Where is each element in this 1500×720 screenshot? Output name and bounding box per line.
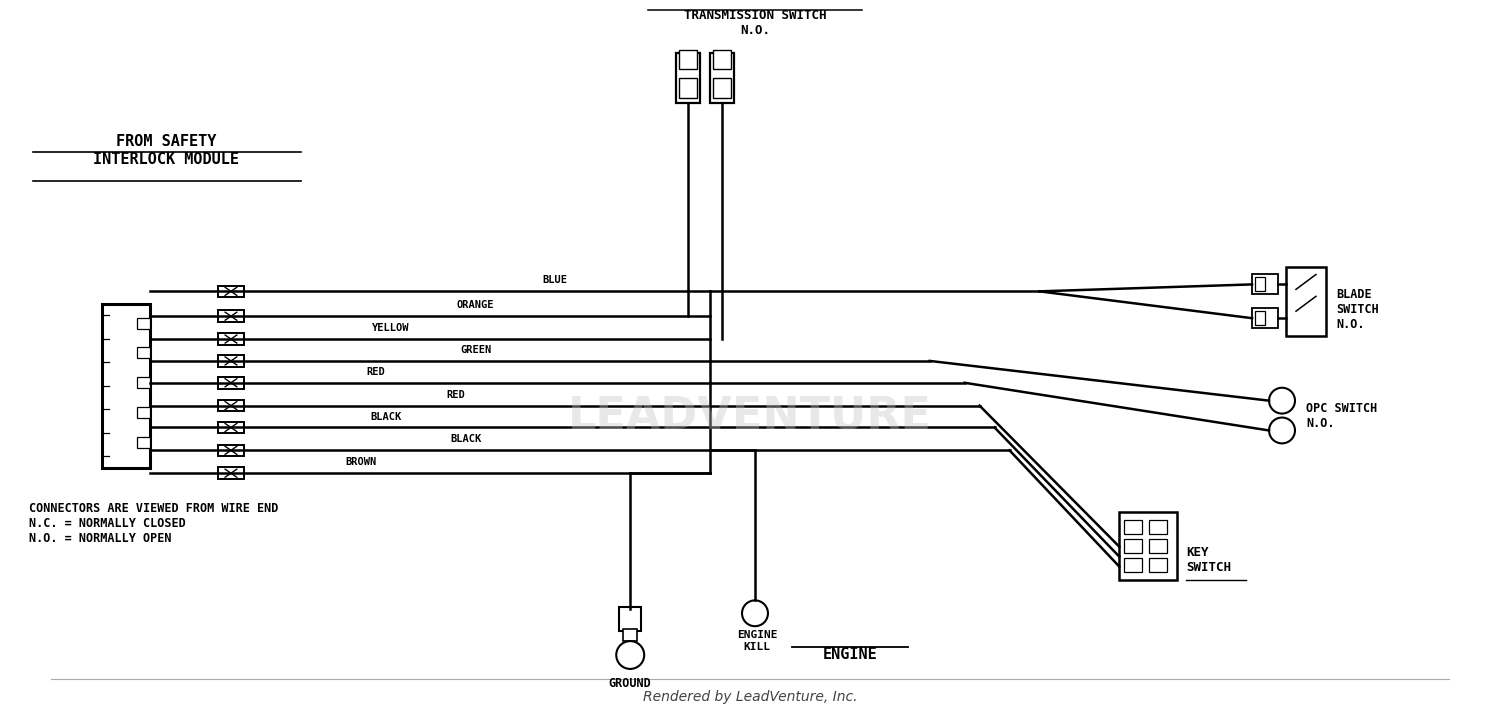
Bar (136, 377, 150, 388)
Bar (1252, 274, 1278, 294)
Text: KEY
SWITCH: KEY SWITCH (1186, 546, 1231, 574)
Text: LEADVENTURE: LEADVENTURE (568, 394, 932, 437)
Bar (136, 437, 150, 448)
Text: ORANGE: ORANGE (458, 300, 495, 310)
Bar (1125, 558, 1143, 572)
Text: GREEN: GREEN (460, 345, 490, 355)
Bar (1149, 539, 1167, 553)
Bar (1125, 520, 1143, 534)
Bar (219, 310, 243, 322)
Bar (136, 348, 150, 359)
Bar (620, 608, 640, 631)
Bar (1256, 277, 1264, 292)
Bar (1119, 512, 1178, 580)
Bar (676, 53, 700, 102)
Bar (680, 78, 698, 98)
Circle shape (616, 641, 644, 669)
Bar (219, 467, 243, 479)
Bar (219, 286, 243, 297)
Text: BLACK: BLACK (450, 434, 482, 444)
Bar (219, 444, 243, 456)
Bar (1149, 520, 1167, 534)
Text: CONNECTORS ARE VIEWED FROM WIRE END
N.C. = NORMALLY CLOSED
N.O. = NORMALLY OPEN: CONNECTORS ARE VIEWED FROM WIRE END N.C.… (30, 502, 279, 545)
Bar (219, 400, 243, 411)
Text: BROWN: BROWN (345, 457, 376, 467)
Bar (1125, 539, 1143, 553)
Bar (1256, 311, 1264, 325)
Text: OPC SWITCH
N.O.: OPC SWITCH N.O. (1306, 402, 1377, 430)
Circle shape (1269, 418, 1294, 444)
Bar (1286, 266, 1326, 336)
Bar (1149, 558, 1167, 572)
Bar (712, 78, 730, 98)
Text: ENGINE
KILL: ENGINE KILL (736, 630, 777, 652)
Bar (680, 50, 698, 69)
Bar (1252, 308, 1278, 328)
Bar (622, 629, 638, 641)
Bar (102, 304, 150, 468)
Bar (710, 53, 734, 102)
Text: GROUND: GROUND (609, 677, 651, 690)
Bar (219, 422, 243, 433)
Text: ENGINE: ENGINE (822, 647, 878, 662)
Text: TRANSMISSION SWITCH
N.O.: TRANSMISSION SWITCH N.O. (684, 9, 826, 37)
Text: BLUE: BLUE (543, 275, 568, 285)
Bar (219, 377, 243, 389)
Text: BLACK: BLACK (370, 412, 402, 421)
Text: RED: RED (446, 390, 465, 400)
Bar (219, 355, 243, 366)
Bar (136, 318, 150, 328)
Bar (712, 50, 730, 69)
Bar (219, 333, 243, 345)
Circle shape (742, 600, 768, 626)
Text: Rendered by LeadVenture, Inc.: Rendered by LeadVenture, Inc. (642, 690, 858, 703)
Text: RED: RED (366, 366, 386, 377)
Text: BLADE
SWITCH
N.O.: BLADE SWITCH N.O. (1336, 288, 1378, 330)
Circle shape (1269, 388, 1294, 413)
Text: FROM SAFETY
INTERLOCK MODULE: FROM SAFETY INTERLOCK MODULE (93, 135, 238, 167)
Text: YELLOW: YELLOW (372, 323, 410, 333)
Bar (136, 407, 150, 418)
